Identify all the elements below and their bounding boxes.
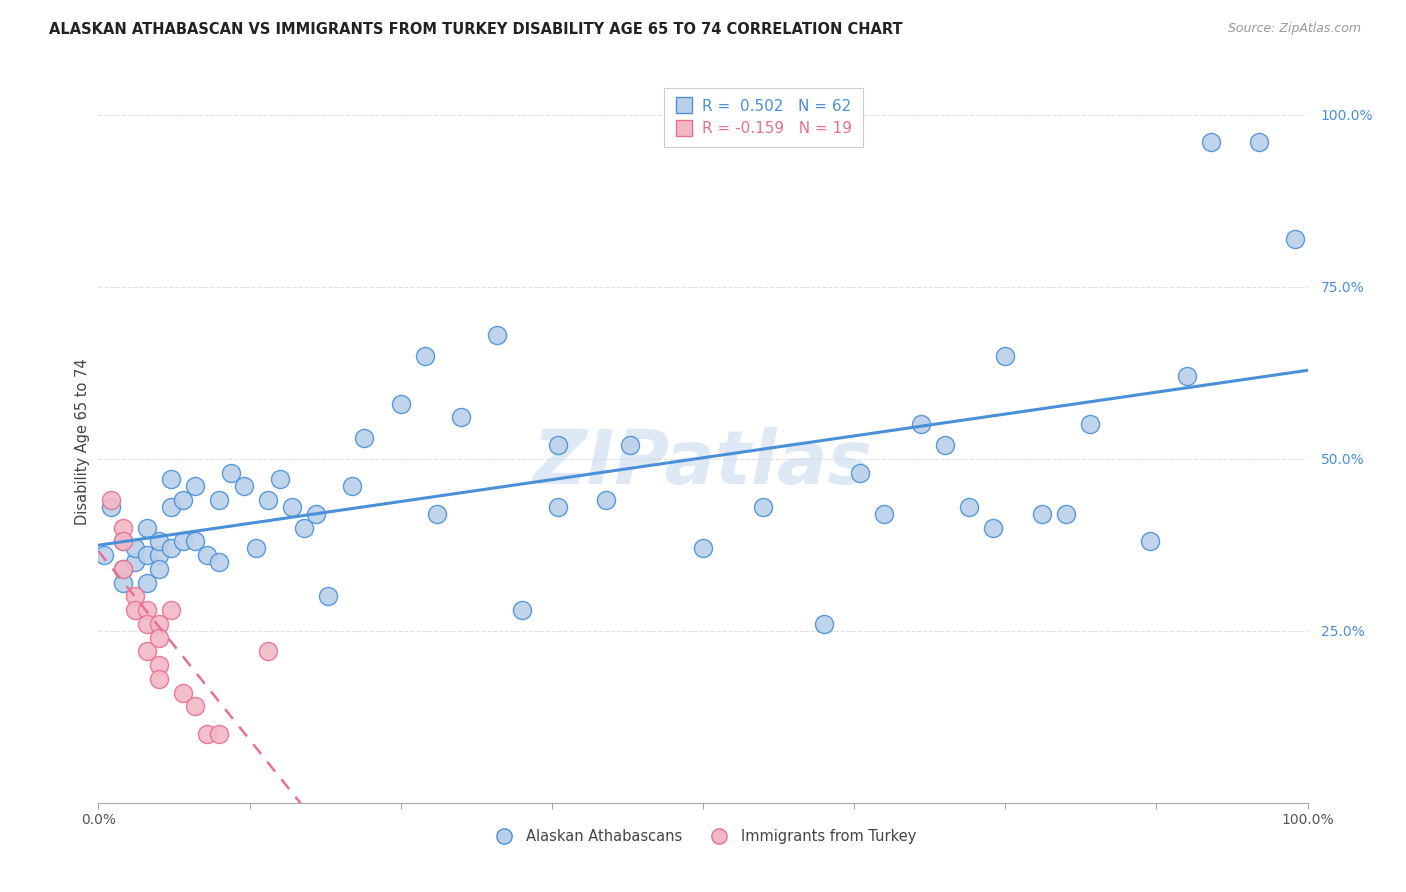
Point	[135, 520, 157, 534]
Point	[135, 616, 157, 631]
Point	[184, 699, 207, 714]
Point	[111, 575, 134, 590]
Point	[486, 327, 509, 342]
Point	[232, 479, 254, 493]
Text: ZIPatlas: ZIPatlas	[533, 426, 873, 500]
Point	[221, 466, 243, 480]
Point	[256, 493, 278, 508]
Point	[269, 472, 291, 486]
Point	[124, 555, 146, 569]
Y-axis label: Disability Age 65 to 74: Disability Age 65 to 74	[75, 359, 90, 524]
Point	[111, 562, 134, 576]
Point	[813, 616, 835, 631]
Point	[124, 541, 146, 556]
Point	[316, 590, 339, 604]
Point	[184, 534, 207, 549]
Point	[342, 479, 364, 493]
Point	[208, 727, 231, 741]
Point	[93, 548, 115, 562]
Point	[160, 541, 183, 556]
Point	[1175, 369, 1198, 384]
Point	[100, 493, 122, 508]
Point	[208, 555, 231, 569]
Point	[981, 520, 1004, 534]
Point	[111, 534, 134, 549]
Point	[135, 603, 157, 617]
Point	[135, 575, 157, 590]
Point	[1284, 231, 1306, 245]
Point	[148, 672, 170, 686]
Point	[195, 727, 218, 741]
Point	[1031, 507, 1053, 521]
Point	[1139, 534, 1161, 549]
Point	[389, 397, 412, 411]
Point	[111, 520, 134, 534]
Point	[510, 603, 533, 617]
Point	[245, 541, 267, 556]
Point	[148, 658, 170, 673]
Text: Source: ZipAtlas.com: Source: ZipAtlas.com	[1227, 22, 1361, 36]
Point	[124, 603, 146, 617]
Point	[148, 616, 170, 631]
Point	[1199, 135, 1222, 149]
Point	[1054, 507, 1077, 521]
Point	[692, 541, 714, 556]
Point	[160, 472, 183, 486]
Point	[353, 431, 375, 445]
Point	[172, 686, 194, 700]
Point	[195, 548, 218, 562]
Point	[873, 507, 896, 521]
Point	[426, 507, 449, 521]
Point	[595, 493, 617, 508]
Point	[256, 644, 278, 658]
Point	[148, 631, 170, 645]
Point	[281, 500, 304, 514]
Point	[135, 548, 157, 562]
Text: ALASKAN ATHABASCAN VS IMMIGRANTS FROM TURKEY DISABILITY AGE 65 TO 74 CORRELATION: ALASKAN ATHABASCAN VS IMMIGRANTS FROM TU…	[49, 22, 903, 37]
Point	[208, 493, 231, 508]
Point	[100, 500, 122, 514]
Point	[184, 479, 207, 493]
Point	[172, 534, 194, 549]
Point	[1078, 417, 1101, 432]
Point	[148, 562, 170, 576]
Point	[849, 466, 872, 480]
Point	[910, 417, 932, 432]
Point	[450, 410, 472, 425]
Point	[619, 438, 641, 452]
Point	[292, 520, 315, 534]
Point	[752, 500, 775, 514]
Legend: Alaskan Athabascans, Immigrants from Turkey: Alaskan Athabascans, Immigrants from Tur…	[484, 823, 922, 850]
Point	[994, 349, 1017, 363]
Point	[1249, 135, 1271, 149]
Point	[305, 507, 328, 521]
Point	[547, 438, 569, 452]
Point	[934, 438, 956, 452]
Point	[148, 534, 170, 549]
Point	[547, 500, 569, 514]
Point	[413, 349, 436, 363]
Point	[957, 500, 980, 514]
Point	[160, 603, 183, 617]
Point	[111, 534, 134, 549]
Point	[135, 644, 157, 658]
Point	[172, 493, 194, 508]
Point	[124, 590, 146, 604]
Point	[160, 500, 183, 514]
Point	[148, 548, 170, 562]
Point	[111, 562, 134, 576]
